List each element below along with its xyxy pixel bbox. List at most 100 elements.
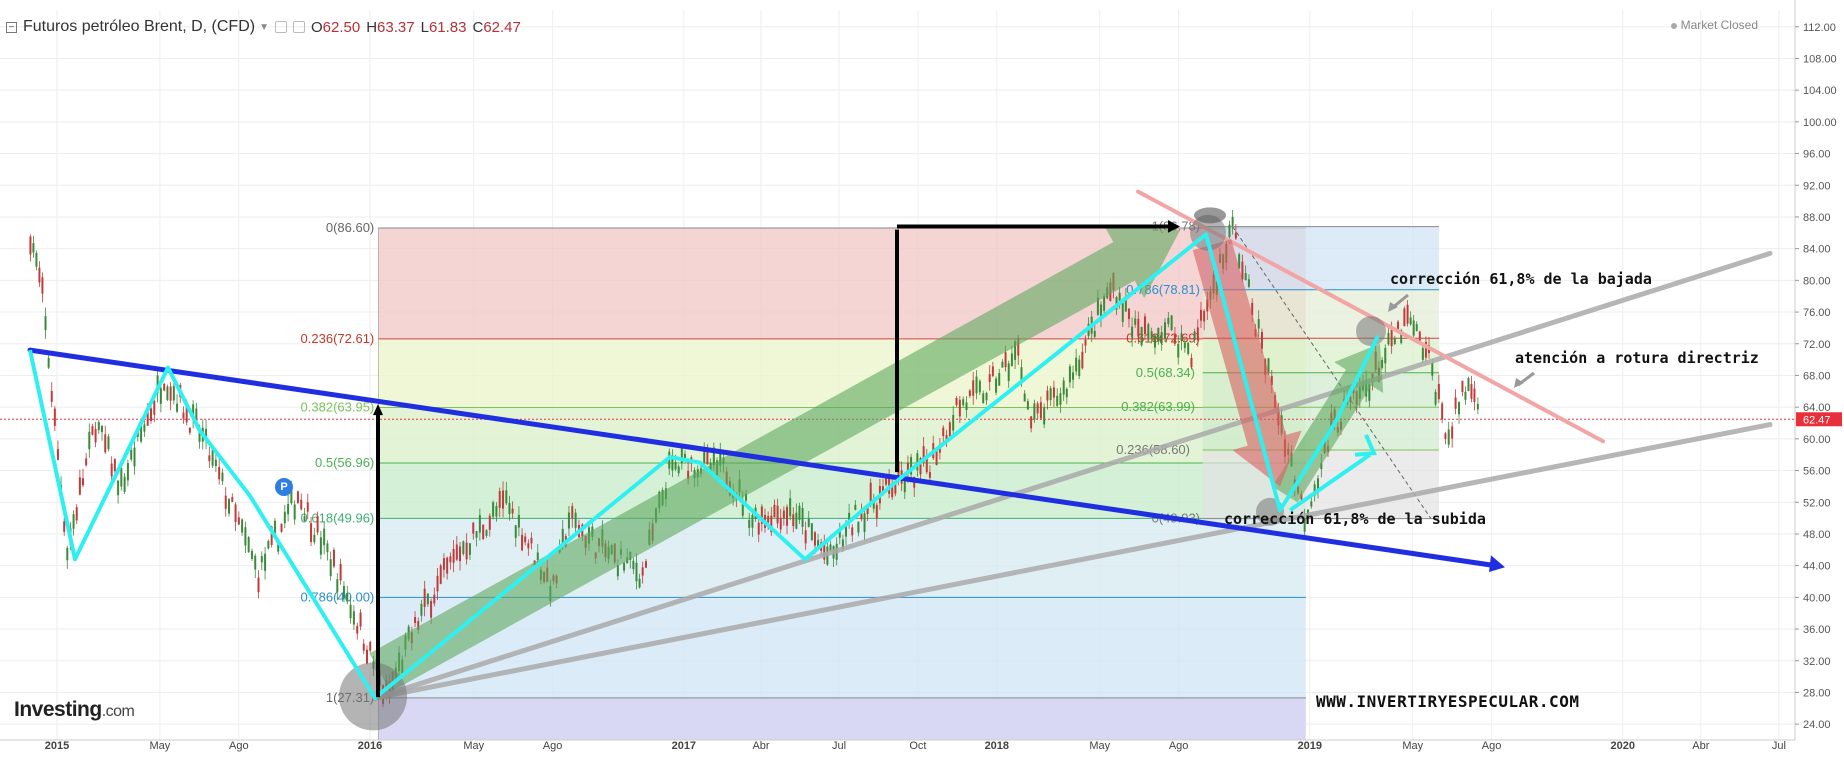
candle-body	[1203, 310, 1206, 322]
candle-body	[719, 450, 722, 466]
ohlc-low: L61.83	[420, 18, 467, 36]
candle-body	[446, 557, 449, 574]
candle-body	[211, 447, 214, 466]
candle-body	[505, 490, 508, 504]
candle-body	[1257, 319, 1260, 329]
collapse-icon[interactable]: −	[6, 21, 17, 33]
candle-body	[66, 547, 69, 561]
candle-body	[214, 459, 217, 467]
candle-body	[906, 462, 909, 474]
investing-logo[interactable]: Investing.com	[14, 698, 135, 721]
candle-body	[773, 504, 776, 518]
candle-body	[495, 505, 498, 517]
candle-body	[237, 517, 240, 525]
candle-body	[267, 540, 270, 549]
candle-body	[198, 430, 201, 442]
candle-body	[420, 603, 423, 616]
candle-body	[35, 252, 38, 267]
candle-body	[439, 565, 442, 584]
candle-body	[1187, 342, 1190, 354]
candle-body	[1103, 296, 1106, 311]
candle-body	[536, 552, 539, 560]
candle-body	[677, 466, 680, 474]
candle-body	[1384, 347, 1387, 364]
gray-trendline-lower	[372, 422, 1773, 701]
candle-body	[1193, 331, 1196, 340]
candle-body	[1451, 426, 1454, 439]
candle-body	[1270, 376, 1273, 386]
candle-body	[521, 534, 524, 551]
candle-body	[1403, 308, 1406, 327]
candle-body	[804, 530, 807, 544]
candle-body	[745, 493, 748, 501]
candle-body	[998, 373, 1001, 386]
candle-body	[63, 521, 66, 532]
price-tick-label: 84.00	[1803, 244, 1831, 256]
candle-body	[1160, 332, 1163, 344]
candle-body	[296, 491, 299, 504]
candle-body	[1163, 322, 1166, 339]
candle-body	[786, 506, 789, 526]
candle-body	[195, 408, 198, 425]
candle-body	[925, 458, 928, 473]
candle-body	[417, 621, 420, 630]
candle-body	[801, 508, 804, 527]
candle-body	[53, 408, 56, 426]
candle-body	[703, 448, 706, 463]
candle-body	[455, 544, 458, 560]
candle-body	[1001, 361, 1004, 368]
ohlc-open: O62.50	[310, 18, 361, 36]
candle-body	[991, 366, 994, 376]
candle-body	[1026, 401, 1029, 410]
candle-body	[231, 497, 234, 502]
cyan-projection-head	[1354, 434, 1377, 457]
gray-cap-high-2018	[1194, 207, 1226, 224]
candle-body	[779, 517, 782, 530]
fib-level-label: 0.5(56.96)	[315, 455, 374, 470]
candle-body	[869, 482, 872, 502]
candle-body	[955, 398, 958, 406]
candle-body	[1400, 330, 1403, 344]
candle-body	[1118, 292, 1121, 301]
candle-body	[792, 514, 795, 527]
time-tick-label: May	[150, 740, 171, 752]
candle-body	[452, 549, 455, 563]
annotation-rotura-directriz: atención a rotura directriz	[1515, 349, 1759, 367]
candle-body	[1183, 342, 1186, 349]
candle-body	[706, 449, 709, 465]
candle-body	[1244, 273, 1247, 281]
candle-body	[85, 458, 88, 466]
candle-body	[1147, 324, 1150, 339]
candle-body	[485, 530, 488, 536]
candle-body	[365, 649, 368, 664]
candle-body	[156, 375, 159, 394]
candle-body	[362, 643, 365, 651]
annotation-correccion-subida: corrección 61,8% de la subida	[1224, 510, 1486, 528]
candle-body	[273, 520, 276, 538]
candle-body	[1406, 304, 1409, 324]
candle-body	[502, 490, 505, 509]
candle-body	[632, 560, 635, 570]
candle-body	[176, 403, 179, 412]
fib-level-label: 0(86.60)	[326, 220, 374, 235]
time-tick-label: Jul	[1772, 740, 1786, 752]
hide-icon[interactable]	[292, 21, 305, 33]
current-price-badge	[1796, 412, 1842, 427]
cyan-zigzag	[28, 232, 1380, 700]
event-badge[interactable]: P	[275, 478, 293, 496]
candle-body	[517, 514, 520, 528]
candle-body	[1393, 337, 1396, 344]
price-tick-label: 32.00	[1803, 656, 1831, 668]
settings-icon[interactable]	[274, 21, 287, 33]
candle-body	[1234, 232, 1237, 239]
candle-body	[1143, 316, 1146, 335]
candle-body	[823, 543, 826, 560]
candle-body	[82, 478, 85, 486]
candle-body	[1381, 360, 1384, 368]
chevron-down-icon[interactable]: ▼	[259, 21, 269, 33]
time-tick-label: 2017	[672, 740, 696, 752]
candle-body	[1072, 372, 1075, 380]
candle-body	[1231, 216, 1234, 226]
fib-level-label: 0.236(72.61)	[301, 331, 375, 346]
